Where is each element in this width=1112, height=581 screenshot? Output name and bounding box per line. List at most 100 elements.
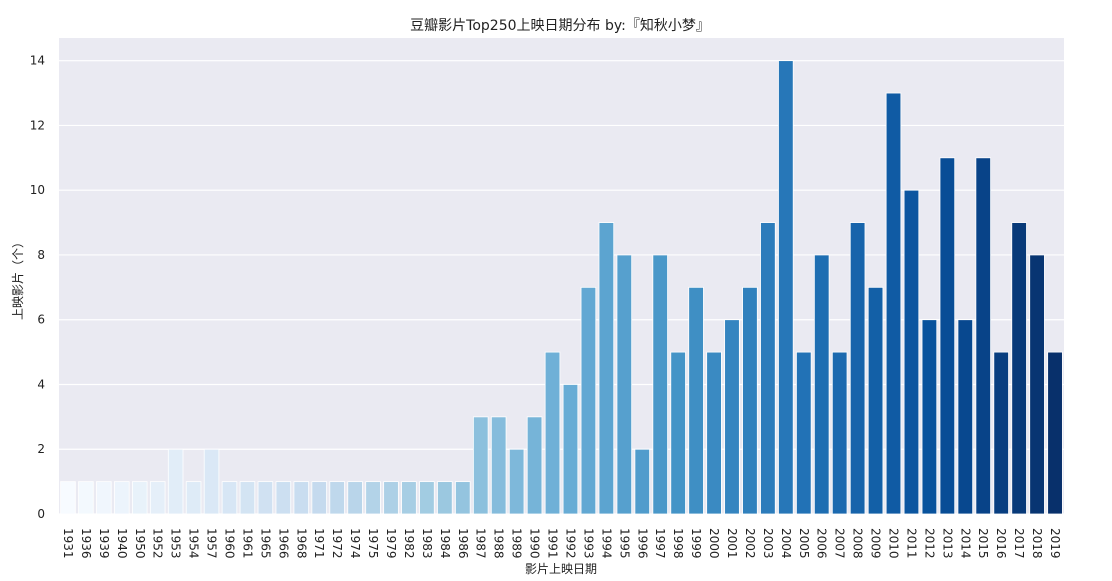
bar-2009 <box>867 286 884 515</box>
bar-1982 <box>401 481 417 515</box>
bar-1989 <box>508 448 525 515</box>
bar-1994 <box>598 222 615 515</box>
x-tick-label: 1971 <box>312 528 326 559</box>
x-tick-label: 1931 <box>61 528 75 559</box>
x-tick-label: 2012 <box>922 528 936 559</box>
x-tick-label: 1997 <box>653 528 667 559</box>
x-tick-label: 1996 <box>635 528 649 559</box>
x-tick-label: 2008 <box>851 528 865 559</box>
bar-1953 <box>167 448 184 515</box>
x-tick-label: 1936 <box>79 528 93 559</box>
bar-1961 <box>239 481 256 515</box>
x-tick-label: 1950 <box>133 528 147 559</box>
bar-1988 <box>490 416 507 515</box>
x-tick-label: 1989 <box>510 528 524 559</box>
bar-1954 <box>185 481 202 515</box>
x-tick-label: 2011 <box>904 528 918 559</box>
x-tick-label: 1957 <box>205 528 219 559</box>
bar-1940 <box>114 481 130 515</box>
bar-1936 <box>78 481 94 515</box>
bar-1990 <box>526 416 543 515</box>
x-tick-label: 2010 <box>887 528 901 559</box>
bar-2002 <box>742 286 758 515</box>
y-tick-label: 0 <box>37 507 45 521</box>
bar-1965 <box>257 481 274 515</box>
bar-2008 <box>849 222 866 515</box>
bar-1974 <box>347 481 363 515</box>
y-axis-ticks: 0 2 4 6 8 10 12 14 <box>30 54 45 521</box>
x-tick-label: 1994 <box>599 528 613 559</box>
bar-1997 <box>652 254 668 515</box>
x-tick-label: 1992 <box>563 528 577 559</box>
bar-1986 <box>455 481 471 515</box>
bar-2013 <box>939 157 956 515</box>
bar-2005 <box>796 351 812 515</box>
bar-1957 <box>203 448 220 515</box>
x-tick-label: 1995 <box>617 528 631 559</box>
x-tick-label: 1965 <box>258 528 272 559</box>
x-tick-label: 1986 <box>456 528 470 559</box>
bar-1996 <box>634 448 651 515</box>
x-tick-label: 2014 <box>958 528 972 559</box>
bars <box>60 60 1063 515</box>
bar-1952 <box>149 481 166 515</box>
x-tick-label: 1966 <box>276 528 290 559</box>
bar-1968 <box>293 481 310 515</box>
bar-1999 <box>688 286 704 515</box>
x-tick-label: 2003 <box>761 528 775 559</box>
x-tick-label: 1987 <box>474 528 488 559</box>
x-tick-label: 2019 <box>1048 528 1062 559</box>
y-tick-label: 8 <box>37 248 45 262</box>
bar-1950 <box>132 481 148 515</box>
x-tick-label: 1952 <box>151 528 165 559</box>
bar-1987 <box>472 416 489 515</box>
bar-1975 <box>365 481 381 515</box>
bar-2012 <box>921 319 938 515</box>
bar-1979 <box>383 481 399 515</box>
x-tick-label: 1939 <box>97 528 111 559</box>
x-tick-label: 1991 <box>546 528 560 559</box>
bar-2004 <box>778 60 794 515</box>
x-tick-label: 1975 <box>366 528 380 559</box>
bar-2016 <box>993 351 1009 515</box>
x-tick-label: 1960 <box>222 528 236 559</box>
bar-1995 <box>616 254 633 515</box>
y-tick-label: 2 <box>37 442 45 456</box>
y-tick-label: 14 <box>30 54 45 68</box>
x-tick-label: 1990 <box>528 528 542 559</box>
bar-2015 <box>975 157 991 515</box>
bar-2018 <box>1029 254 1045 515</box>
y-tick-label: 6 <box>37 313 45 327</box>
bar-2003 <box>760 222 776 515</box>
bar-2007 <box>831 351 848 515</box>
bar-2010 <box>885 92 902 515</box>
x-tick-label: 2005 <box>797 528 811 559</box>
x-tick-label: 2006 <box>815 528 829 559</box>
bar-2014 <box>957 319 974 515</box>
x-tick-label: 1988 <box>492 528 506 559</box>
y-tick-label: 12 <box>30 118 45 132</box>
x-tick-label: 2001 <box>725 528 739 559</box>
x-tick-label: 1999 <box>689 528 703 559</box>
bar-1992 <box>562 384 579 515</box>
x-tick-label: 2017 <box>1012 528 1026 559</box>
bar-2001 <box>724 319 740 515</box>
bar-1966 <box>275 481 292 515</box>
x-tick-label: 2007 <box>833 528 847 559</box>
bar-1960 <box>221 481 238 515</box>
x-tick-label: 1983 <box>420 528 434 559</box>
bar-1971 <box>311 481 327 515</box>
bar-2017 <box>1011 222 1027 515</box>
bar-1991 <box>544 351 561 515</box>
bar-1984 <box>437 481 453 515</box>
x-tick-label: 1984 <box>438 528 452 559</box>
x-tick-label: 2016 <box>994 528 1008 559</box>
bar-2006 <box>813 254 830 515</box>
bar-2000 <box>706 351 722 515</box>
bar-1998 <box>670 351 686 515</box>
x-tick-label: 1974 <box>348 528 362 559</box>
x-tick-label: 1982 <box>402 528 416 559</box>
x-tick-label: 1998 <box>671 528 685 559</box>
x-tick-label: 1968 <box>294 528 308 559</box>
